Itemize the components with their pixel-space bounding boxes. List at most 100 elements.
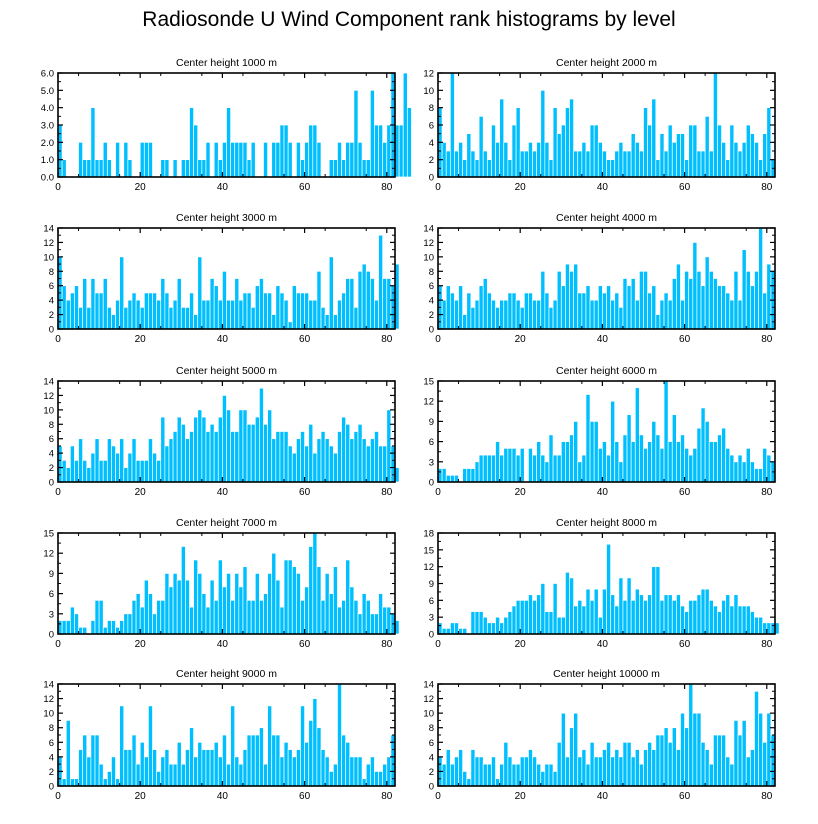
histogram-bar [602, 441, 607, 483]
histogram-bar [222, 734, 227, 787]
histogram-bar [139, 141, 145, 178]
histogram-bar [98, 599, 104, 635]
y-tick-label: 10 [423, 709, 434, 720]
histogram-bar [320, 431, 326, 483]
panel-title: Center height 5000 m [176, 365, 277, 377]
histogram-bar [123, 613, 129, 635]
histogram-bar [671, 141, 677, 178]
histogram-bar [754, 270, 759, 330]
histogram-bar [602, 588, 607, 635]
histogram-bar [491, 756, 496, 787]
histogram-bar [560, 124, 566, 178]
histogram-bar [581, 605, 587, 635]
histogram-bar [725, 159, 731, 178]
y-tick-label: 18 [423, 529, 434, 540]
histogram-bar [365, 270, 371, 330]
histogram-bar [230, 705, 236, 787]
histogram-bar [86, 159, 92, 178]
histogram-bar [94, 292, 100, 330]
histogram-bar [692, 124, 698, 178]
histogram-bar [267, 705, 273, 787]
y-tick-label: 4 [429, 296, 434, 307]
x-tick-label: 80 [381, 334, 393, 345]
histogram-bar [164, 573, 170, 635]
histogram-bar [610, 594, 616, 635]
histogram-bar [193, 756, 199, 787]
x-tick-label: 0 [435, 639, 441, 650]
histogram-bar [667, 441, 673, 483]
histogram-bar [684, 727, 690, 787]
histogram-bar [201, 299, 207, 330]
histogram-bar [684, 270, 690, 330]
histogram-bar [320, 599, 326, 635]
histogram-bar [308, 423, 314, 483]
histogram-bar [176, 741, 182, 787]
histogram-bar [98, 763, 104, 787]
histogram-bar [234, 756, 240, 787]
histogram-bar [712, 72, 718, 178]
histogram-bar [201, 416, 207, 483]
chart-panel: 0 20 40 60 80 0 3 6 9 12 15 Center height 7000 m [43, 517, 400, 650]
histogram-bar [754, 141, 759, 178]
histogram-bar [148, 292, 153, 330]
histogram-bar [454, 474, 459, 483]
histogram-bar [630, 599, 636, 635]
histogram-bar [449, 763, 455, 787]
histogram-bar [213, 741, 219, 787]
histogram-bar [234, 278, 240, 330]
histogram-bar [263, 593, 268, 635]
histogram-bar [712, 441, 718, 483]
histogram-bar [156, 460, 162, 483]
histogram-bar [593, 124, 599, 178]
histogram-bar [495, 307, 501, 330]
histogram-bar [86, 307, 92, 330]
histogram-bar [556, 454, 562, 483]
histogram-bar [168, 307, 174, 330]
histogram-bar [324, 314, 330, 330]
histogram-bar [205, 431, 211, 483]
histogram-bar [102, 778, 108, 787]
histogram-bar [503, 447, 509, 483]
histogram-bar [222, 395, 227, 483]
histogram-bar [449, 292, 455, 330]
x-tick-label: 40 [597, 487, 609, 498]
histogram-bar [308, 124, 314, 178]
histogram-bar [663, 727, 669, 787]
histogram-bar [164, 159, 170, 178]
histogram-bar [369, 756, 375, 787]
histogram-bar [357, 270, 363, 330]
histogram-bar [680, 299, 685, 330]
histogram-bar [491, 124, 496, 178]
histogram-bar [156, 599, 162, 635]
histogram-bar [94, 438, 100, 483]
histogram-bar [185, 749, 190, 787]
x-tick-label: 20 [135, 182, 147, 193]
histogram-bar [374, 771, 379, 787]
histogram-bar [614, 749, 620, 787]
histogram-bar [386, 606, 392, 635]
histogram-bar [540, 89, 546, 178]
histogram-bar [226, 763, 231, 787]
histogram-bar [704, 749, 710, 787]
histogram-bar [454, 150, 459, 178]
histogram-bar [90, 452, 96, 483]
histogram-bar [729, 299, 735, 330]
histogram-bar [189, 292, 194, 330]
histogram-bar [386, 409, 392, 483]
histogram-bar [226, 299, 231, 330]
histogram-bar [271, 141, 277, 178]
histogram-bar [462, 314, 468, 330]
histogram-bar [610, 299, 616, 330]
histogram-bar [671, 599, 677, 635]
histogram-bar [626, 414, 632, 483]
histogram-bar [61, 460, 67, 483]
histogram-bar [523, 756, 529, 787]
histogram-bar [353, 307, 359, 330]
histogram-bar [320, 307, 326, 330]
histogram-bar [507, 159, 513, 178]
chart-panel: 0 20 40 60 80 0 3 6 9 12 15 Center height 6000 m [423, 365, 776, 498]
histogram-bar [544, 141, 550, 178]
histogram-bar [466, 292, 472, 330]
histogram-bar [630, 133, 636, 178]
histogram-bar [271, 438, 277, 483]
